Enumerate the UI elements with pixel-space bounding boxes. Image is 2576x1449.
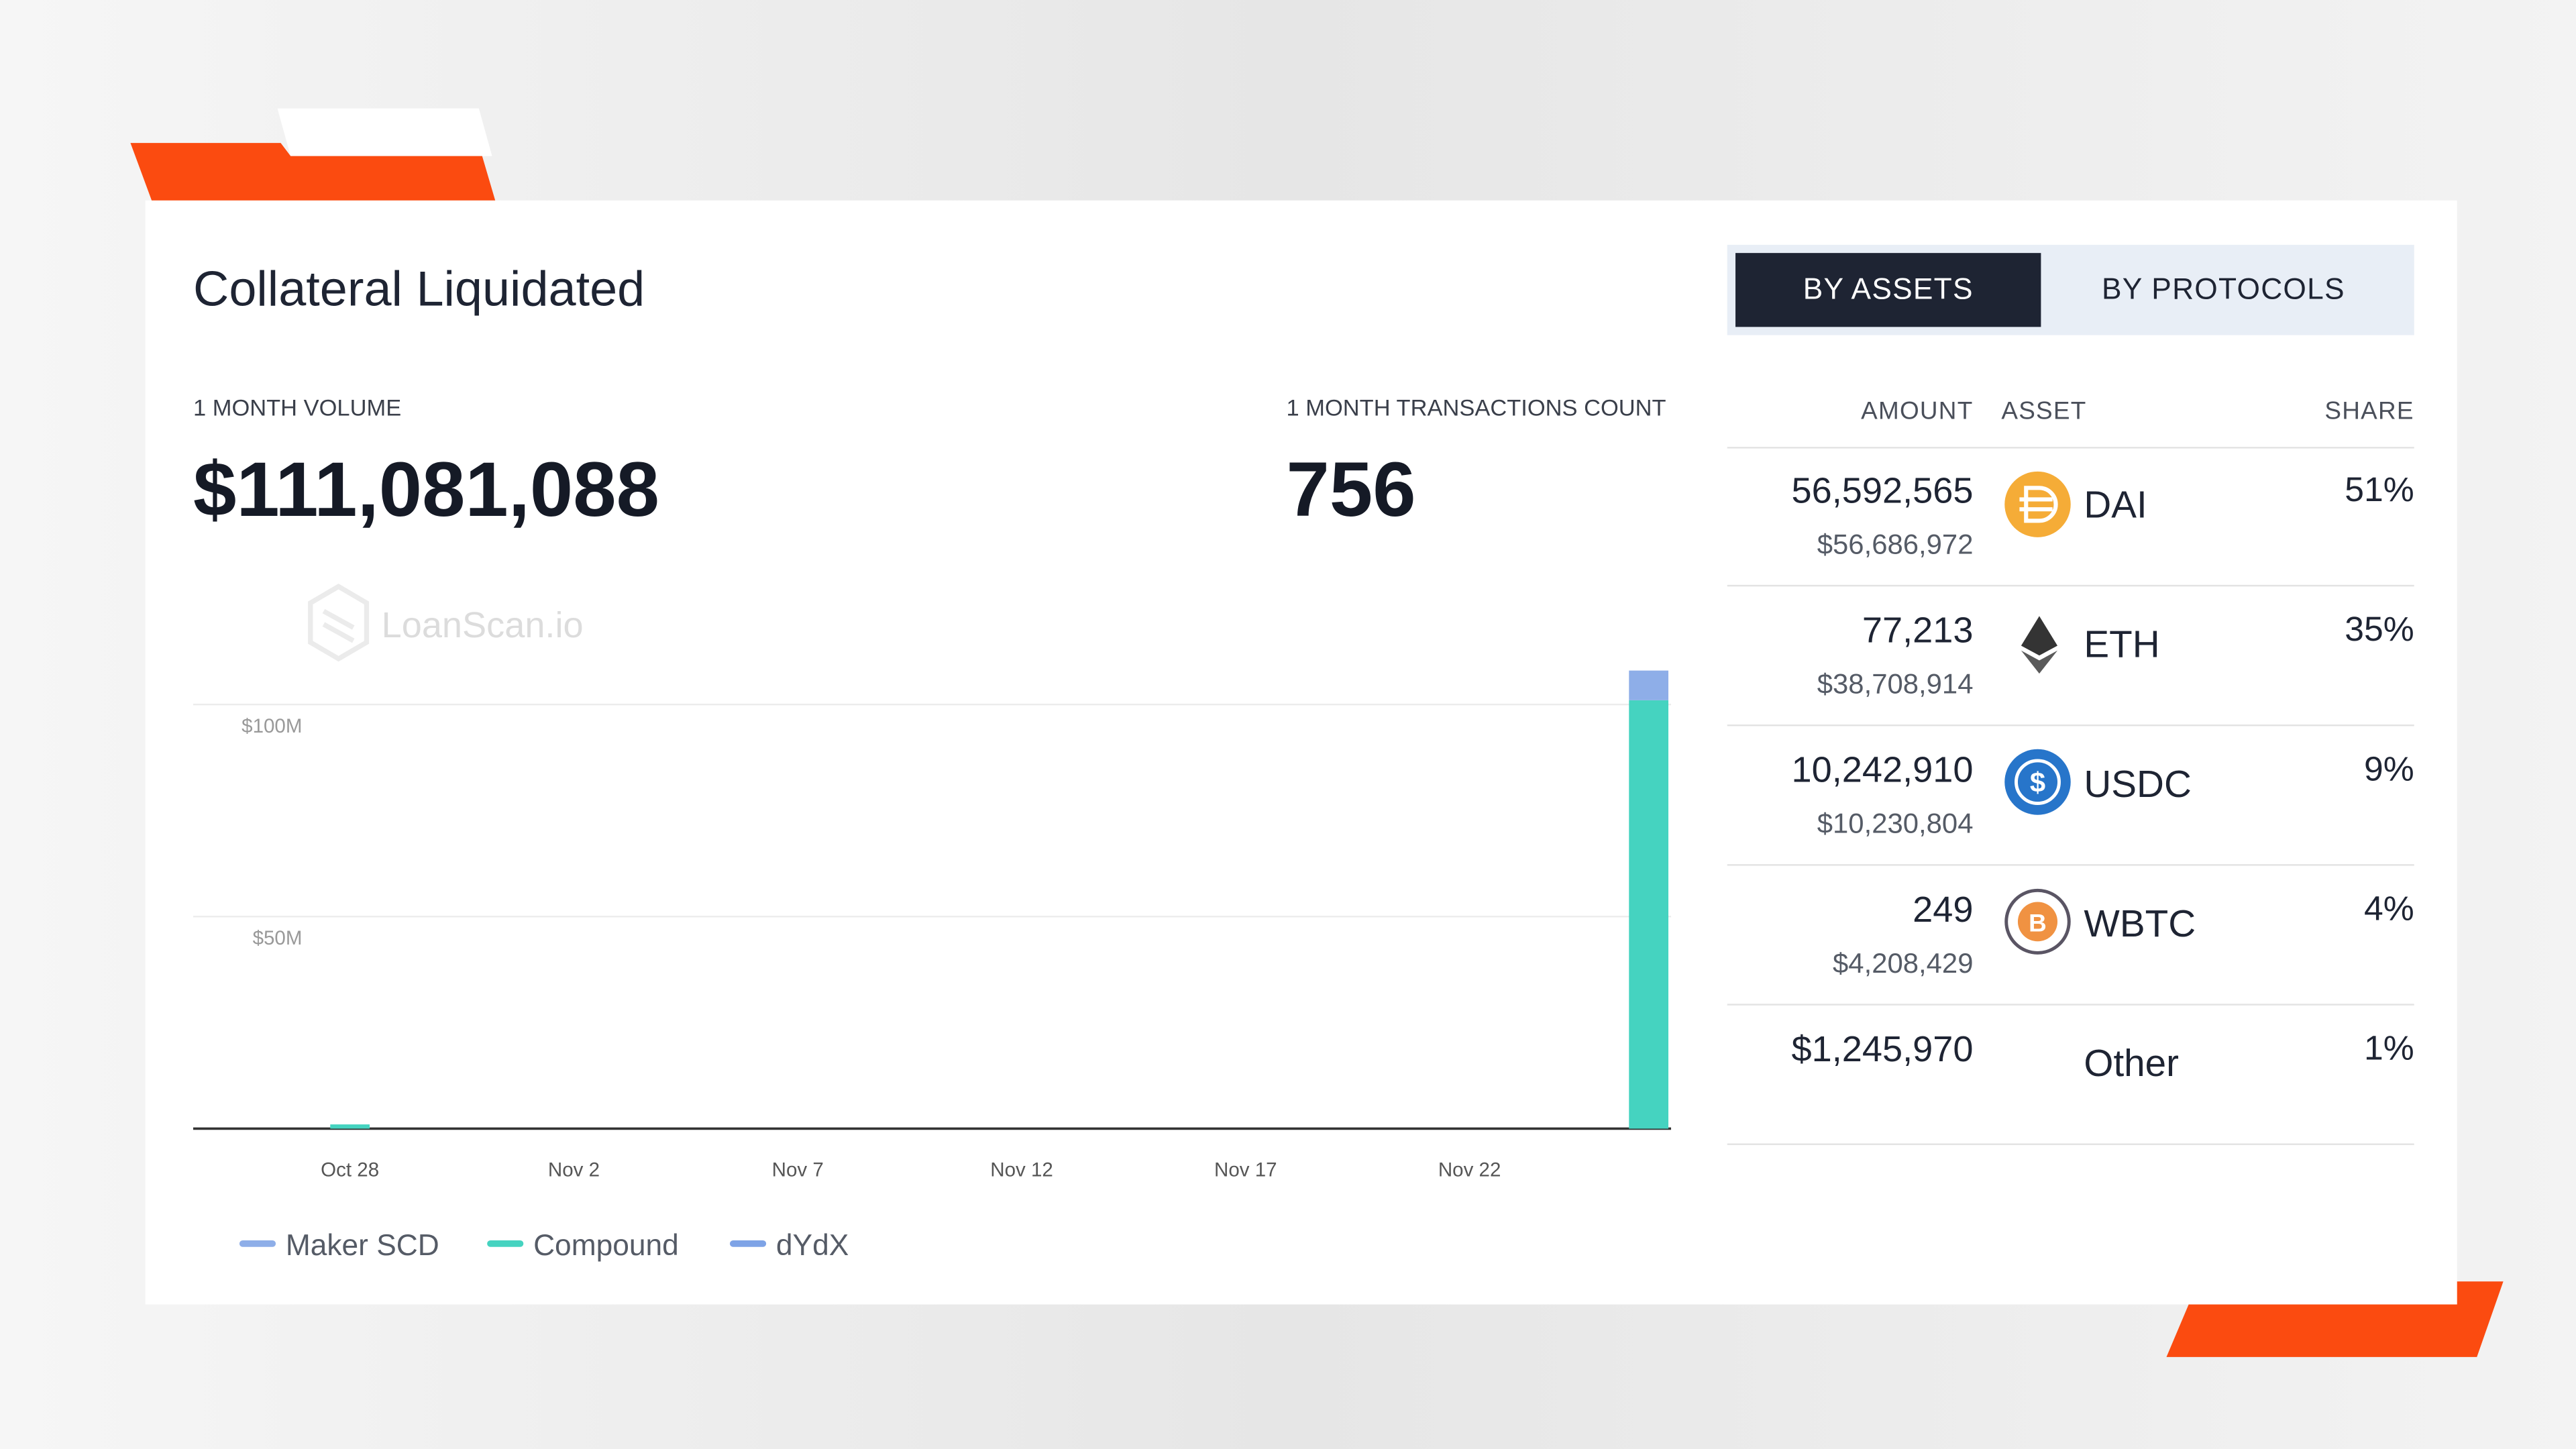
x-tick-label: Nov 12 [990, 1159, 1053, 1181]
share: 9% [2363, 751, 2414, 789]
x-tick-label: Nov 17 [1214, 1159, 1277, 1181]
card [145, 200, 2457, 1305]
row-separator [1727, 1143, 2414, 1145]
row-separator [1727, 1004, 2414, 1006]
tx-value: 756 [1286, 445, 1416, 533]
share: 4% [2363, 890, 2414, 928]
volume-label: 1 MONTH VOLUME [193, 394, 402, 421]
row-separator [1727, 864, 2414, 866]
share: 35% [2345, 611, 2414, 649]
share: 1% [2363, 1030, 2414, 1068]
legend-swatch [487, 1240, 524, 1247]
title: Collateral Liquidated [193, 262, 645, 317]
bar [330, 1124, 370, 1129]
amount: 249 [1913, 888, 1974, 930]
svg-text:B: B [2029, 910, 2047, 937]
watermark: LoanScan.io [382, 605, 584, 645]
row-separator [1727, 724, 2414, 727]
tab-active[interactable]: BY ASSETS [1735, 253, 2041, 327]
share: 51% [2345, 471, 2414, 510]
x-tick-label: Nov 22 [1438, 1159, 1501, 1181]
col-header: SHARE [2324, 397, 2414, 426]
row-separator [1727, 584, 2414, 587]
svg-text:$: $ [2030, 767, 2045, 798]
x-tick-label: Oct 28 [321, 1159, 379, 1181]
usd-amount: $56,686,972 [1817, 529, 1974, 561]
volume-value: $111,081,088 [193, 445, 659, 533]
legend-label: Compound [533, 1229, 679, 1262]
col-header: ASSET [2001, 397, 2087, 426]
asset-name: USDC [2084, 762, 2192, 806]
usd-amount: $38,708,914 [1817, 668, 1974, 700]
amount: 56,592,565 [1791, 470, 1974, 511]
x-tick-label: Nov 7 [772, 1159, 824, 1181]
usdc-icon: $ [2004, 749, 2071, 815]
asset-name: WBTC [2084, 902, 2196, 945]
bar [1629, 670, 1669, 700]
y-tick-label: $50M [253, 927, 303, 949]
legend-label: Maker SCD [286, 1229, 439, 1262]
legend-label: dYdX [776, 1229, 849, 1262]
bar [1629, 700, 1669, 1129]
usd-amount: $4,208,429 [1833, 948, 1974, 979]
tab[interactable]: BY PROTOCOLS [2101, 272, 2345, 306]
watermark-icon [308, 584, 370, 662]
amount: 10,242,910 [1791, 749, 1974, 790]
legend-swatch [729, 1240, 767, 1247]
y-tick-label: $100M [241, 715, 302, 737]
asset-name: DAI [2084, 483, 2147, 526]
asset-name: Other [2084, 1041, 2180, 1085]
amount: $1,245,970 [1791, 1028, 1974, 1070]
wbtc-icon: B [2004, 888, 2071, 955]
eth-icon [2021, 616, 2058, 674]
amount: 77,213 [1862, 609, 1974, 651]
usd-amount: $10,230,804 [1817, 808, 1974, 840]
legend-swatch [239, 1240, 276, 1247]
dai-icon [2004, 471, 2071, 537]
row-separator [1727, 447, 2414, 449]
x-tick-label: Nov 2 [548, 1159, 600, 1181]
decor-white [277, 108, 492, 156]
asset-name: ETH [2084, 623, 2160, 665]
tx-label: 1 MONTH TRANSACTIONS COUNT [1286, 394, 1666, 421]
col-header: AMOUNT [1861, 397, 1974, 426]
